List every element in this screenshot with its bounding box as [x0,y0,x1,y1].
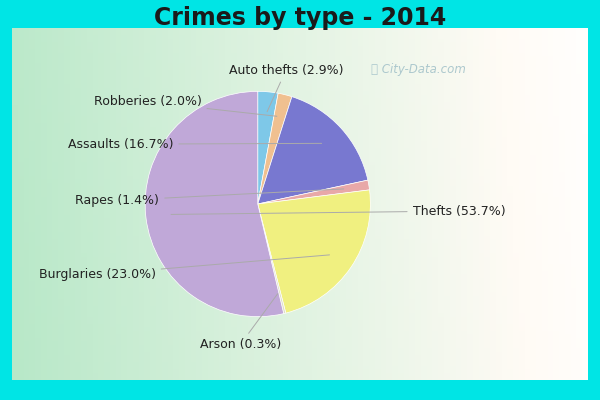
Text: Crimes by type - 2014: Crimes by type - 2014 [154,6,446,30]
Text: Thefts (53.7%): Thefts (53.7%) [171,204,505,218]
Wedge shape [258,190,370,313]
Wedge shape [258,91,278,204]
Wedge shape [258,93,292,204]
Wedge shape [145,91,284,317]
Text: Assaults (16.7%): Assaults (16.7%) [68,138,322,151]
Text: Rapes (1.4%): Rapes (1.4%) [76,189,344,207]
Wedge shape [258,180,370,204]
Text: Burglaries (23.0%): Burglaries (23.0%) [38,255,329,281]
Text: Arson (0.3%): Arson (0.3%) [200,294,281,351]
Text: ⓘ City-Data.com: ⓘ City-Data.com [371,63,466,76]
Text: Auto thefts (2.9%): Auto thefts (2.9%) [229,64,343,112]
Text: Robberies (2.0%): Robberies (2.0%) [94,96,277,116]
Wedge shape [258,97,368,204]
Wedge shape [258,204,286,314]
